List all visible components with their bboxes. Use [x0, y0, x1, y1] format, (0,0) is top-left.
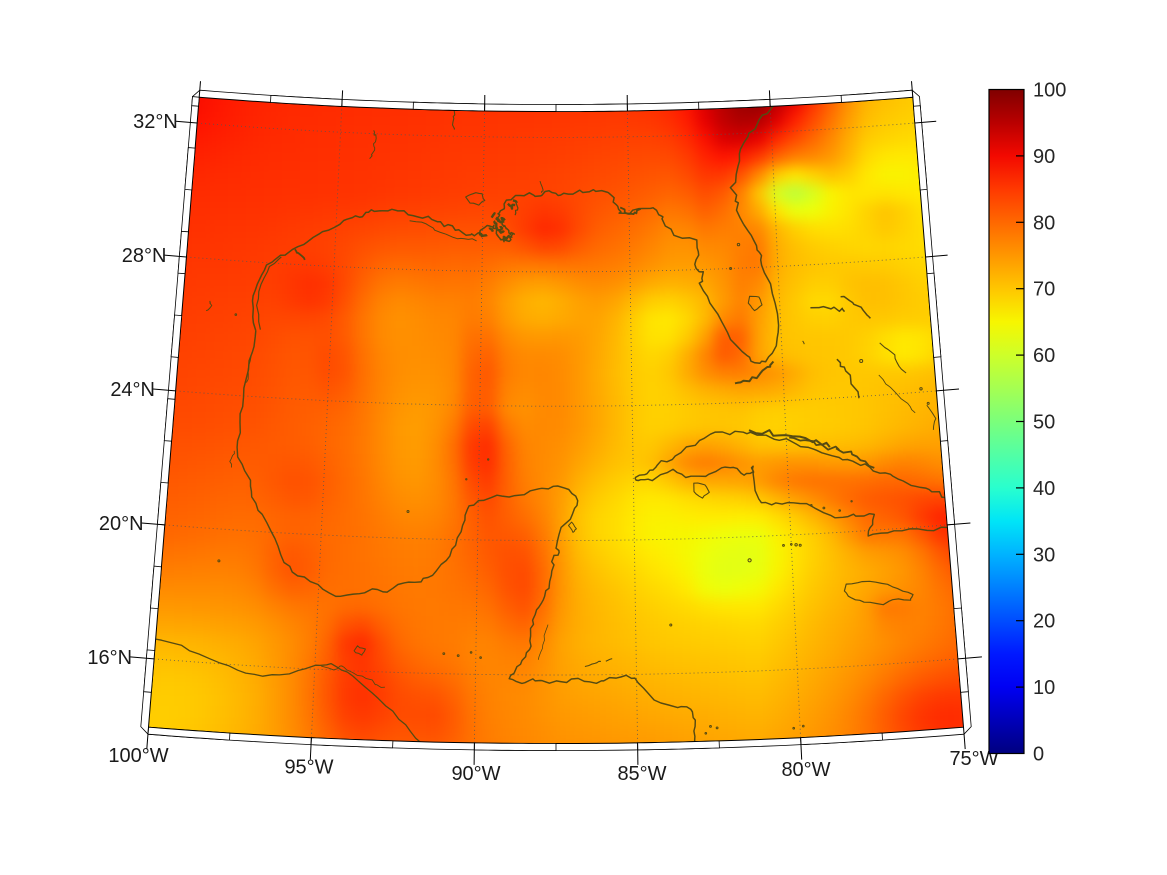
- svg-text:90: 90: [1033, 146, 1055, 168]
- svg-text:75°W: 75°W: [949, 748, 998, 770]
- svg-text:16°N: 16°N: [87, 647, 132, 669]
- svg-text:95°W: 95°W: [284, 757, 333, 779]
- svg-text:80°W: 80°W: [781, 759, 830, 781]
- svg-text:32°N: 32°N: [133, 111, 178, 133]
- svg-text:60: 60: [1033, 345, 1055, 367]
- svg-text:40: 40: [1033, 478, 1055, 500]
- svg-text:20°N: 20°N: [99, 513, 144, 535]
- svg-text:70: 70: [1033, 279, 1055, 301]
- svg-text:10: 10: [1033, 677, 1055, 699]
- svg-text:90°W: 90°W: [451, 763, 500, 785]
- svg-text:85°W: 85°W: [617, 763, 666, 785]
- svg-text:0: 0: [1033, 744, 1044, 766]
- svg-text:50: 50: [1033, 412, 1055, 434]
- svg-text:30: 30: [1033, 544, 1055, 566]
- svg-text:80: 80: [1033, 212, 1055, 234]
- svg-text:100: 100: [1033, 80, 1066, 102]
- svg-text:100°W: 100°W: [108, 745, 168, 767]
- svg-text:24°N: 24°N: [110, 379, 155, 401]
- svg-text:20: 20: [1033, 611, 1055, 633]
- svg-text:28°N: 28°N: [122, 245, 167, 267]
